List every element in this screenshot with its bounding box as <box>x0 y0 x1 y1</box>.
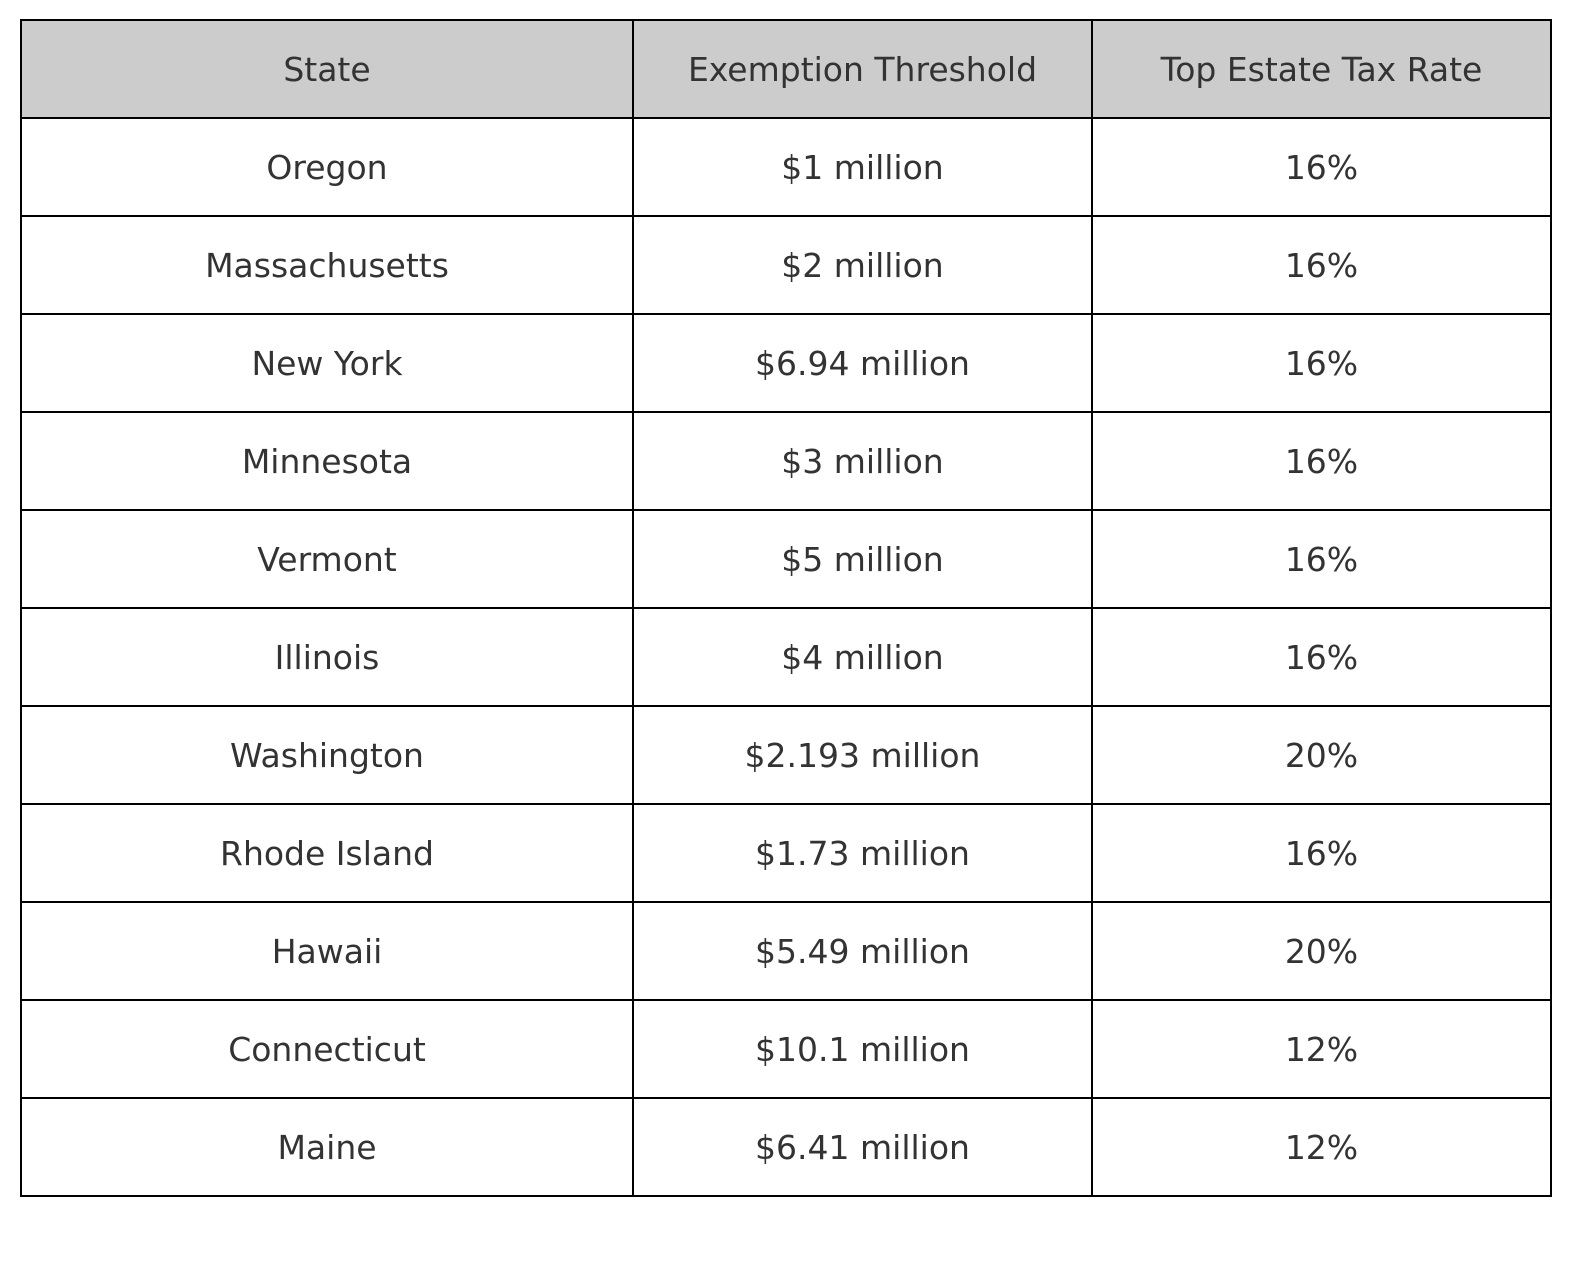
table-body: Oregon $1 million 16% Massachusetts $2 m… <box>20 117 1552 1197</box>
column-header-exemption-threshold: Exemption Threshold <box>632 19 1093 119</box>
cell-top-estate-tax-rate: 16% <box>1091 803 1552 903</box>
cell-state: Connecticut <box>20 999 634 1099</box>
cell-top-estate-tax-rate: 12% <box>1091 999 1552 1099</box>
cell-top-estate-tax-rate: 16% <box>1091 215 1552 315</box>
cell-exemption-threshold: $10.1 million <box>632 999 1093 1099</box>
cell-exemption-threshold: $2.193 million <box>632 705 1093 805</box>
cell-state: Washington <box>20 705 634 805</box>
cell-state: New York <box>20 313 634 413</box>
cell-top-estate-tax-rate: 16% <box>1091 313 1552 413</box>
cell-top-estate-tax-rate: 12% <box>1091 1097 1552 1197</box>
cell-top-estate-tax-rate: 16% <box>1091 509 1552 609</box>
table-row: Massachusetts $2 million 16% <box>20 215 1552 315</box>
cell-exemption-threshold: $6.94 million <box>632 313 1093 413</box>
estate-tax-table: State Exemption Threshold Top Estate Tax… <box>20 19 1552 1197</box>
table-row: Washington $2.193 million 20% <box>20 705 1552 805</box>
cell-top-estate-tax-rate: 16% <box>1091 411 1552 511</box>
table-header: State Exemption Threshold Top Estate Tax… <box>20 19 1552 119</box>
cell-top-estate-tax-rate: 20% <box>1091 901 1552 1001</box>
cell-exemption-threshold: $6.41 million <box>632 1097 1093 1197</box>
cell-exemption-threshold: $3 million <box>632 411 1093 511</box>
table-row: Rhode Island $1.73 million 16% <box>20 803 1552 903</box>
cell-state: Hawaii <box>20 901 634 1001</box>
table-row: Vermont $5 million 16% <box>20 509 1552 609</box>
table-row: Minnesota $3 million 16% <box>20 411 1552 511</box>
column-header-state: State <box>20 19 634 119</box>
cell-exemption-threshold: $1.73 million <box>632 803 1093 903</box>
cell-exemption-threshold: $5 million <box>632 509 1093 609</box>
estate-tax-table-container: State Exemption Threshold Top Estate Tax… <box>20 19 1552 1197</box>
cell-top-estate-tax-rate: 16% <box>1091 117 1552 217</box>
table-row: Maine $6.41 million 12% <box>20 1097 1552 1197</box>
header-row: State Exemption Threshold Top Estate Tax… <box>20 19 1552 119</box>
cell-exemption-threshold: $5.49 million <box>632 901 1093 1001</box>
column-header-top-estate-tax-rate: Top Estate Tax Rate <box>1091 19 1552 119</box>
cell-state: Oregon <box>20 117 634 217</box>
table-row: Connecticut $10.1 million 12% <box>20 999 1552 1099</box>
cell-top-estate-tax-rate: 20% <box>1091 705 1552 805</box>
table-row: Hawaii $5.49 million 20% <box>20 901 1552 1001</box>
cell-state: Massachusetts <box>20 215 634 315</box>
cell-exemption-threshold: $4 million <box>632 607 1093 707</box>
cell-exemption-threshold: $2 million <box>632 215 1093 315</box>
cell-state: Minnesota <box>20 411 634 511</box>
table-row: Illinois $4 million 16% <box>20 607 1552 707</box>
cell-exemption-threshold: $1 million <box>632 117 1093 217</box>
cell-state: Maine <box>20 1097 634 1197</box>
cell-top-estate-tax-rate: 16% <box>1091 607 1552 707</box>
cell-state: Rhode Island <box>20 803 634 903</box>
table-row: Oregon $1 million 16% <box>20 117 1552 217</box>
cell-state: Illinois <box>20 607 634 707</box>
table-row: New York $6.94 million 16% <box>20 313 1552 413</box>
cell-state: Vermont <box>20 509 634 609</box>
